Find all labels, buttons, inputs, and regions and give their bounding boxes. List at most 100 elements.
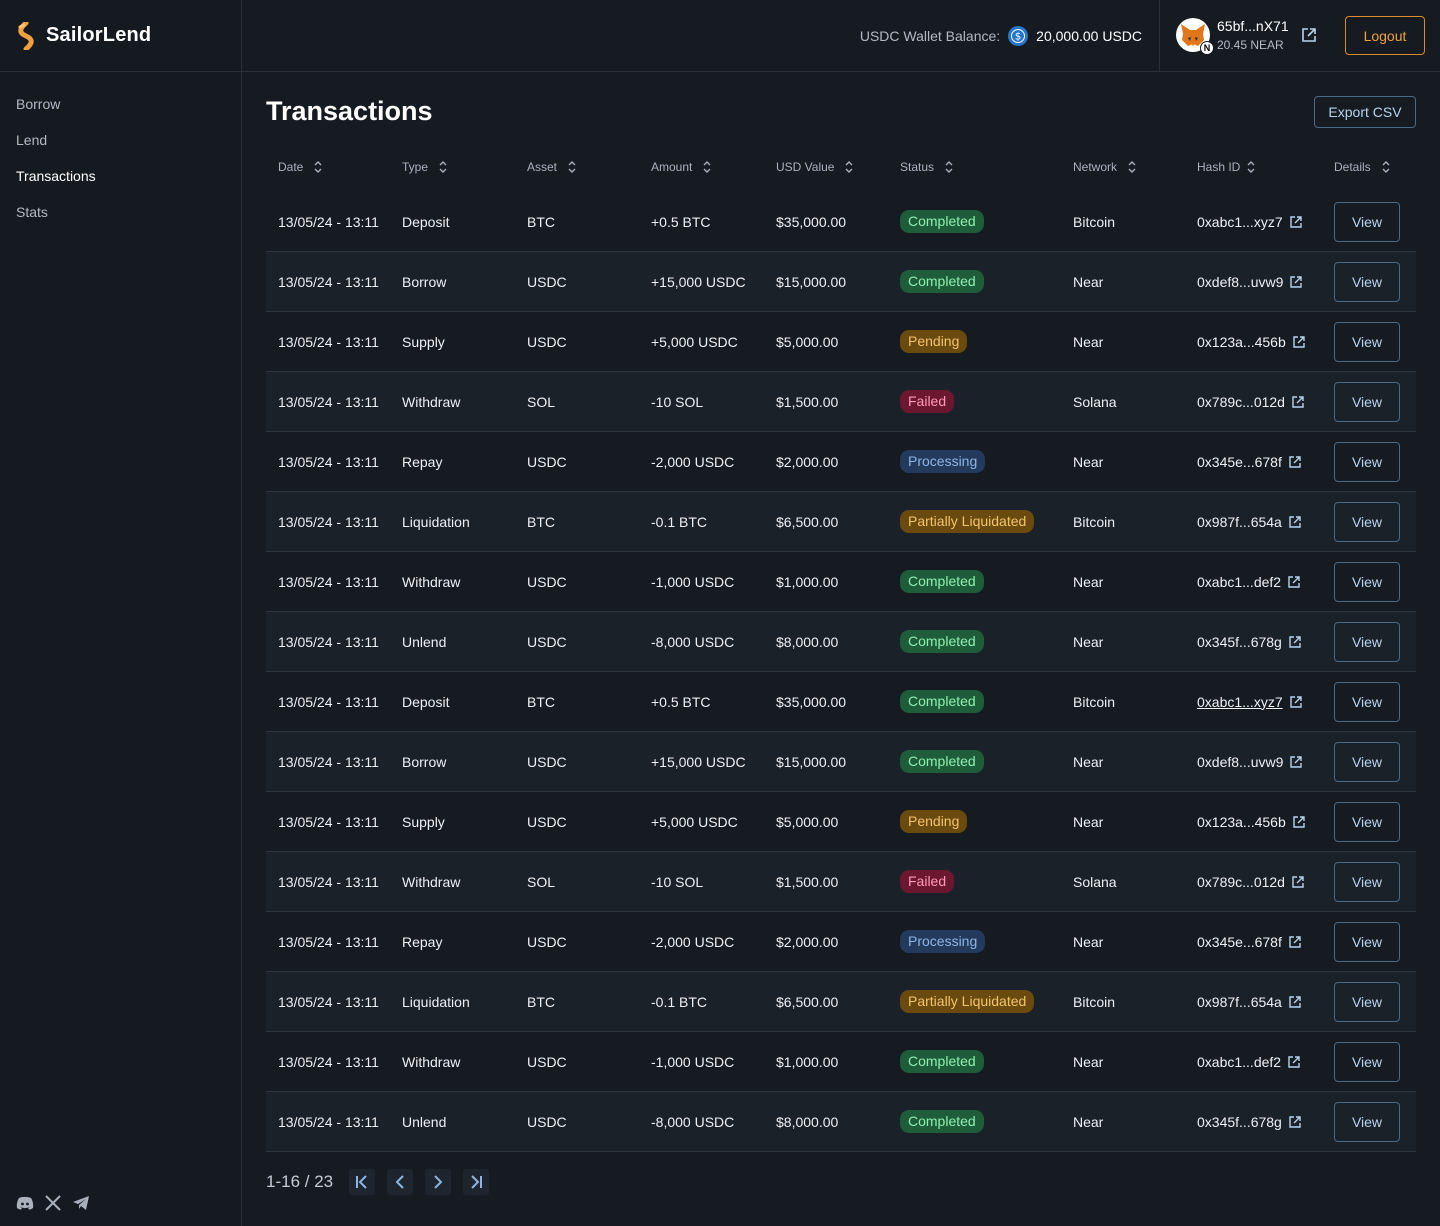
cell-date: 13/05/24 - 13:11 [278,813,379,830]
external-link-icon[interactable] [1288,1115,1302,1129]
sidebar-item-transactions[interactable]: Transactions [16,168,96,184]
view-button[interactable]: View [1334,1041,1400,1082]
cell-amount: -10 SOL [651,393,704,410]
view-button[interactable]: View [1334,381,1400,422]
hash-link[interactable]: 0xdef8...uvw9 [1197,753,1284,770]
wallet-balance: USDC Wallet Balance: $ 20,000.00 USDC [860,0,1142,72]
next-page-icon[interactable] [425,1169,452,1195]
column-header-type[interactable]: Type [390,160,515,174]
cell-amount: +5,000 USDC [651,813,738,830]
cell-asset: USDC [527,1113,567,1130]
column-header-hash-id[interactable]: Hash ID [1185,160,1322,174]
cell-details: View [1322,861,1416,902]
view-button[interactable]: View [1334,861,1400,902]
column-header-label: Asset [527,160,558,174]
hash-link[interactable]: 0xdef8...uvw9 [1197,273,1284,290]
view-button[interactable]: View [1334,681,1400,722]
view-button[interactable]: View [1334,981,1400,1022]
external-link-icon[interactable] [1288,995,1302,1009]
external-link-icon[interactable] [1288,455,1302,469]
view-button[interactable]: View [1334,501,1400,542]
column-header-date[interactable]: Date [266,160,390,174]
external-link-icon[interactable] [1291,395,1305,409]
view-button[interactable]: View [1334,621,1400,662]
view-button[interactable]: View [1334,441,1400,482]
external-link-icon[interactable] [1288,635,1302,649]
cell-date: 13/05/24 - 13:11 [278,633,379,650]
external-link-icon[interactable] [1292,815,1306,829]
hash-link[interactable]: 0x345e...678f [1197,453,1282,470]
sidebar-item-lend[interactable]: Lend [16,132,48,148]
discord-icon[interactable] [16,1194,34,1212]
status-badge: Processing [900,450,986,473]
cell-amount: +15,000 USDC [651,753,746,770]
cell-type: Repay [402,933,443,950]
sidebar-item-borrow[interactable]: Borrow [16,96,61,112]
cell-hash-id: 0xabc1...def2 [1185,1054,1322,1070]
cell-hash-id: 0x789c...012d [1185,874,1322,890]
cell-type: Supply [402,813,445,830]
external-link-icon[interactable] [1289,755,1303,769]
status-badge: Pending [900,810,968,833]
view-button[interactable]: View [1334,321,1400,362]
external-link-icon[interactable] [1291,875,1305,889]
external-link-icon[interactable] [1287,1055,1301,1069]
external-link-icon[interactable] [1288,935,1302,949]
external-link-icon[interactable] [1300,26,1318,44]
x-icon[interactable] [44,1194,62,1212]
view-button[interactable]: View [1334,1101,1400,1142]
hash-link[interactable]: 0x123a...456b [1197,813,1286,830]
view-button[interactable]: View [1334,561,1400,602]
sidebar-item-stats[interactable]: Stats [16,204,48,220]
hash-link[interactable]: 0x987f...654a [1197,993,1282,1010]
cell-hash-id: 0x987f...654a [1185,994,1322,1010]
cell-network: Solana [1073,873,1117,890]
last-page-icon[interactable] [463,1169,490,1195]
hash-link[interactable]: 0x345e...678f [1197,933,1282,950]
external-link-icon[interactable] [1288,515,1302,529]
cell-details: View [1322,1101,1416,1142]
hash-link[interactable]: 0x123a...456b [1197,333,1286,350]
column-header-network[interactable]: Network [1061,160,1185,174]
hash-link[interactable]: 0xabc1...xyz7 [1197,213,1283,230]
view-button[interactable]: View [1334,921,1400,962]
table-body: 13/05/24 - 13:11 Deposit BTC +0.5 BTC $35,00… [266,192,1416,1152]
hash-link[interactable]: 0x987f...654a [1197,513,1282,530]
hash-link[interactable]: 0x345f...678g [1197,633,1282,650]
brand[interactable]: SailorLend [0,0,241,72]
hash-link[interactable]: 0xabc1...def2 [1197,1053,1282,1070]
hash-link[interactable]: 0x789c...012d [1197,393,1285,410]
logout-button[interactable]: Logout [1345,16,1425,55]
export-csv-button[interactable]: Export CSV [1314,96,1416,128]
view-button[interactable]: View [1334,801,1400,842]
cell-amount: -10 SOL [651,873,704,890]
hash-link[interactable]: 0x789c...012d [1197,873,1285,890]
column-header-amount[interactable]: Amount [639,160,764,174]
external-link-icon[interactable] [1289,695,1303,709]
column-header-details[interactable]: Details [1322,160,1416,174]
cell-asset: USDC [527,273,567,290]
cell-date: 13/05/24 - 13:11 [278,513,379,530]
status-badge: Partially Liquidated [900,510,1035,533]
column-header-usd-value[interactable]: USD Value [764,160,888,174]
telegram-icon[interactable] [72,1194,90,1212]
avatar[interactable]: N [1176,18,1214,55]
cell-amount: -8,000 USDC [651,633,735,650]
external-link-icon[interactable] [1289,215,1303,229]
cell-details: View [1322,321,1416,362]
hash-link[interactable]: 0xabc1...xyz7 [1197,693,1283,710]
first-page-icon[interactable] [349,1169,376,1195]
hash-link[interactable]: 0xabc1...def2 [1197,573,1282,590]
view-button[interactable]: View [1334,741,1400,782]
column-header-asset[interactable]: Asset [515,160,639,174]
view-button[interactable]: View [1334,201,1400,242]
column-header-status[interactable]: Status [888,160,1061,174]
external-link-icon[interactable] [1287,575,1301,589]
cell-network: Bitcoin [1073,213,1116,230]
hash-link[interactable]: 0x345f...678g [1197,1113,1282,1130]
external-link-icon[interactable] [1292,335,1306,349]
external-link-icon[interactable] [1289,275,1303,289]
cell-status: Completed [888,210,1061,233]
view-button[interactable]: View [1334,261,1400,302]
prev-page-icon[interactable] [387,1169,414,1195]
